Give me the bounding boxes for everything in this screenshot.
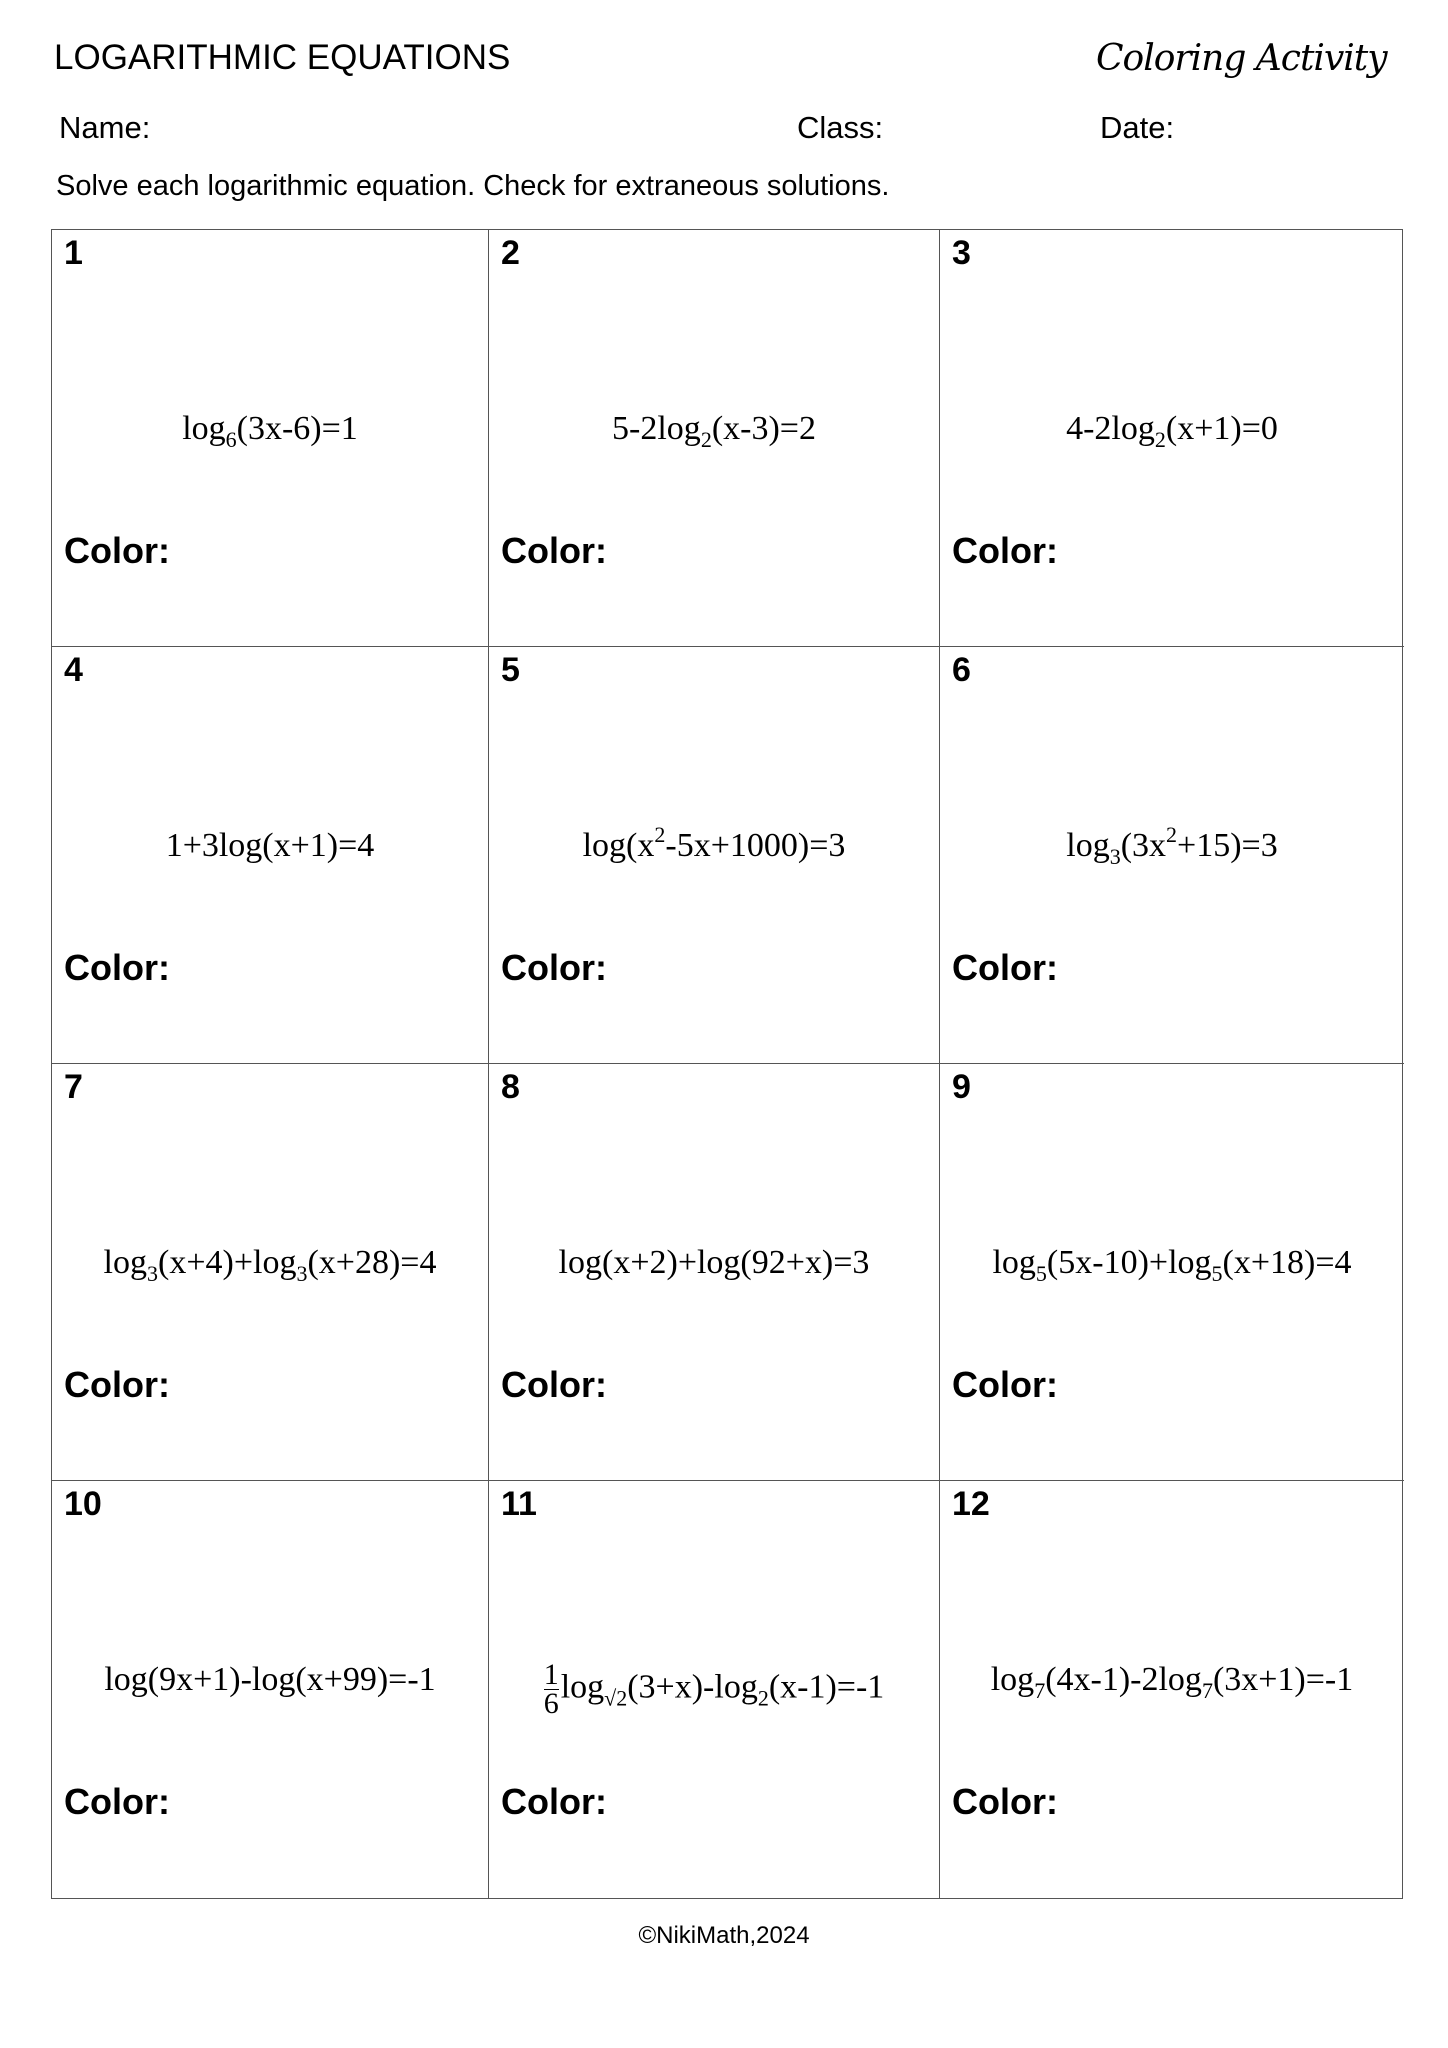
problem-cell: 7 log3(x+4)+log3(x+28)=4 Color: — [52, 1064, 489, 1481]
problem-grid: 1 log6(3x-6)=1 Color: 2 5-2log2(x-3)=2 Color:… — [51, 229, 1404, 1899]
equation-text: log — [560, 1668, 605, 1706]
equation-text: (x+18)=4 — [1222, 1244, 1352, 1281]
problem-cell: 12 log7(4x-1)-2log7(3x+1)=-1 Color: — [940, 1481, 1404, 1898]
equation: 1+3log(x+1)=4 — [52, 827, 488, 865]
equation-text: (x+28)=4 — [307, 1244, 437, 1281]
problem-number: 1 — [64, 234, 83, 272]
problem-cell: 8 log(x+2)+log(92+x)=3 Color: — [489, 1064, 940, 1481]
equation: 1 6 log√2(3+x)-log2(x-1)=-1 — [489, 1658, 939, 1720]
problem-number: 2 — [501, 234, 520, 272]
equation: 4-2log2(x+1)=0 — [940, 410, 1404, 451]
problem-cell: 6 log3(3x2+15)=3 Color: — [940, 647, 1404, 1064]
equation-text: 4-2log — [1066, 410, 1155, 447]
log-base: √2 — [604, 1685, 628, 1711]
problem-number: 11 — [501, 1485, 537, 1523]
log-base: 3 — [147, 1261, 158, 1286]
equation: log3(3x2+15)=3 — [940, 824, 1404, 868]
exponent: 2 — [654, 822, 666, 847]
equation-text: (x-1)=-1 — [768, 1668, 885, 1706]
log-base: 2 — [700, 427, 712, 452]
equation-text: log(x — [582, 827, 655, 864]
log-base: 3 — [296, 1261, 308, 1286]
equation-text: log — [182, 410, 226, 447]
log-base: 7 — [1201, 1678, 1213, 1703]
equation-text: (4x-1)-2log — [1045, 1661, 1202, 1698]
equation: log(x+2)+log(92+x)=3 — [489, 1244, 939, 1282]
equation-text: log — [990, 1661, 1035, 1698]
equation: log7(4x-1)-2log7(3x+1)=-1 — [940, 1661, 1404, 1702]
equation-text: log — [992, 1244, 1036, 1281]
problem-number: 6 — [952, 651, 971, 689]
equation-text: log — [1066, 827, 1110, 864]
problem-cell: 1 log6(3x-6)=1 Color: — [52, 230, 489, 647]
log-base: 3 — [1109, 844, 1121, 869]
color-label: Color: — [501, 947, 607, 988]
equation-text: (x-3)=2 — [711, 410, 816, 447]
worksheet-title: LOGARITHMIC EQUATIONS — [54, 38, 511, 77]
equation-text: (3x-6)=1 — [236, 410, 358, 447]
problem-number: 9 — [952, 1068, 971, 1106]
equation-text: (3x+1)=-1 — [1212, 1661, 1354, 1698]
problem-cell: 4 1+3log(x+1)=4 Color: — [52, 647, 489, 1064]
equation: log(9x+1)-log(x+99)=-1 — [52, 1661, 488, 1699]
equation-text: +15)=3 — [1177, 827, 1278, 864]
equation-text: log(x+2)+log(92+x)=3 — [558, 1244, 870, 1281]
color-label: Color: — [64, 530, 170, 571]
name-label: Name: — [59, 110, 151, 145]
equation-text: 5-2log — [612, 410, 701, 447]
equation-text: (x+4)+log — [158, 1244, 297, 1281]
equation-text: log(9x+1)-log(x+99)=-1 — [104, 1661, 436, 1698]
equation-text: (x+1)=0 — [1165, 410, 1278, 447]
color-label: Color: — [952, 530, 1058, 571]
class-label: Class: — [797, 110, 884, 145]
equation-text: (3+x)-log — [627, 1668, 758, 1706]
problem-number: 8 — [501, 1068, 520, 1106]
problem-cell: 11 1 6 log√2(3+x)-log2(x-1)=-1 Color: — [489, 1481, 940, 1898]
equation: 5-2log2(x-3)=2 — [489, 410, 939, 451]
problem-number: 10 — [64, 1485, 102, 1523]
equation: log5(5x-10)+log5(x+18)=4 — [940, 1244, 1404, 1285]
exponent: 2 — [1166, 822, 1178, 847]
color-label: Color: — [952, 1364, 1058, 1405]
problem-number: 3 — [952, 234, 971, 272]
color-label: Color: — [64, 947, 170, 988]
color-label: Color: — [952, 1781, 1058, 1822]
problem-cell: 5 log(x2-5x+1000)=3 Color: — [489, 647, 940, 1064]
equation-text: (5x-10)+log — [1046, 1244, 1212, 1281]
color-label: Color: — [501, 1364, 607, 1405]
copyright-footer: ©NikiMath,2024 — [638, 1922, 810, 1949]
problem-number: 5 — [501, 651, 520, 689]
color-label: Color: — [952, 947, 1058, 988]
equation: log(x2-5x+1000)=3 — [489, 824, 939, 865]
problem-cell: 2 5-2log2(x-3)=2 Color: — [489, 230, 940, 647]
log-base: 2 — [1154, 427, 1166, 452]
equation: log6(3x-6)=1 — [52, 410, 488, 451]
problem-number: 4 — [64, 651, 83, 689]
activity-subtitle: Coloring Activity — [1096, 38, 1388, 79]
log-base: 7 — [1034, 1678, 1046, 1703]
log-base: 6 — [225, 427, 237, 452]
equation: log3(x+4)+log3(x+28)=4 — [52, 1244, 488, 1285]
denominator: 6 — [543, 1687, 559, 1720]
problem-cell: 10 log(9x+1)-log(x+99)=-1 Color: — [52, 1481, 489, 1898]
equation-text: 1+3log(x+1)=4 — [165, 827, 375, 864]
instructions: Solve each logarithmic equation. Check f… — [56, 170, 890, 202]
numerator: 1 — [543, 1658, 559, 1691]
problem-cell: 9 log5(5x-10)+log5(x+18)=4 Color: — [940, 1064, 1404, 1481]
equation-text: -5x+1000)=3 — [665, 827, 846, 864]
problem-number: 7 — [64, 1068, 83, 1106]
color-label: Color: — [501, 530, 607, 571]
equation-text: log — [103, 1244, 147, 1281]
color-label: Color: — [64, 1781, 170, 1822]
log-base: 5 — [1035, 1261, 1047, 1286]
log-base: 2 — [757, 1685, 769, 1711]
problem-cell: 3 4-2log2(x+1)=0 Color: — [940, 230, 1404, 647]
problem-number: 12 — [952, 1485, 990, 1523]
log-base: 5 — [1211, 1261, 1223, 1286]
color-label: Color: — [501, 1781, 607, 1822]
date-label: Date: — [1100, 110, 1175, 145]
equation-text: (3x — [1120, 827, 1167, 864]
color-label: Color: — [64, 1364, 170, 1405]
